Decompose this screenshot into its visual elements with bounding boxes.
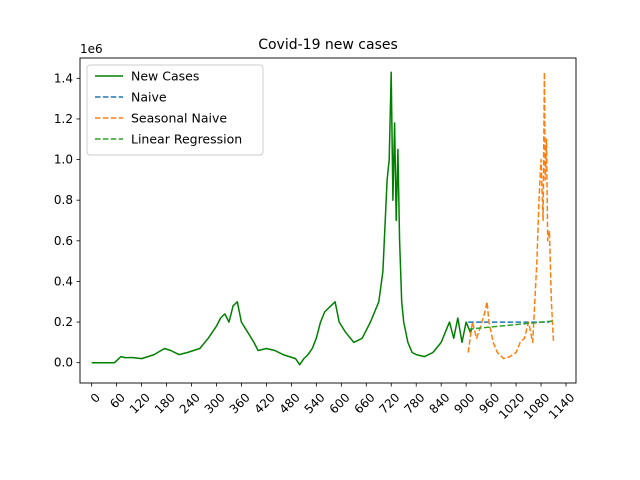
x-tick-label: 60 xyxy=(107,390,128,411)
y-tick-label: 0.0 xyxy=(54,356,73,370)
plot-frame xyxy=(79,57,577,384)
legend: New Cases Naive Seasonal Naive Linear Regre… xyxy=(86,64,264,156)
x-axis: 0 601201802403003604204805406006607207808… xyxy=(88,383,577,422)
x-tick-label: 840 xyxy=(426,390,452,416)
legend-label-0: New Cases xyxy=(131,69,199,84)
x-tick-label: 1140 xyxy=(546,390,577,421)
x-tick-label: 660 xyxy=(352,390,378,416)
x-tick-label: 720 xyxy=(376,390,402,416)
y-tick-label: 0.2 xyxy=(54,315,73,329)
x-tick-label: 300 xyxy=(202,390,228,416)
x-tick-label: 540 xyxy=(302,390,328,416)
x-tick-label: 900 xyxy=(451,390,477,416)
x-tick-label: 0 xyxy=(88,390,103,405)
y-tick-label: 0.4 xyxy=(54,274,73,288)
x-tick-label: 120 xyxy=(127,390,153,416)
plot-series xyxy=(91,71,555,366)
y-tick-label: 1.2 xyxy=(54,112,73,126)
chart-title: Covid-19 new cases xyxy=(258,37,398,53)
series-line-3 xyxy=(468,320,554,330)
x-tick-label: 480 xyxy=(277,390,303,416)
y-tick-label: 1.4 xyxy=(54,71,73,85)
y-tick-label: 0.6 xyxy=(54,234,73,248)
y-offset-label: 1e6 xyxy=(80,42,103,56)
legend-label-3: Linear Regression xyxy=(131,132,242,147)
x-tick-label: 1080 xyxy=(521,390,552,421)
y-tick-label: 1.0 xyxy=(54,153,73,167)
y-tick-label: 0.8 xyxy=(54,193,73,207)
legend-label-2: Seasonal Naive xyxy=(131,111,227,126)
y-axis: 0.0 0.2 0.4 0.6 0.8 1.0 1.2 1.4 xyxy=(54,71,80,370)
series-line-0 xyxy=(91,71,474,366)
x-tick-label: 420 xyxy=(252,390,278,416)
x-tick-label: 780 xyxy=(401,390,427,416)
x-tick-label: 600 xyxy=(327,390,353,416)
legend-label-1: Naive xyxy=(131,90,167,105)
series-line-2 xyxy=(467,71,555,360)
x-tick-label: 1020 xyxy=(496,390,527,421)
legend-box xyxy=(86,64,264,156)
x-tick-label: 180 xyxy=(152,390,178,416)
x-tick-label: 360 xyxy=(227,390,253,416)
x-tick-label: 240 xyxy=(177,390,203,416)
